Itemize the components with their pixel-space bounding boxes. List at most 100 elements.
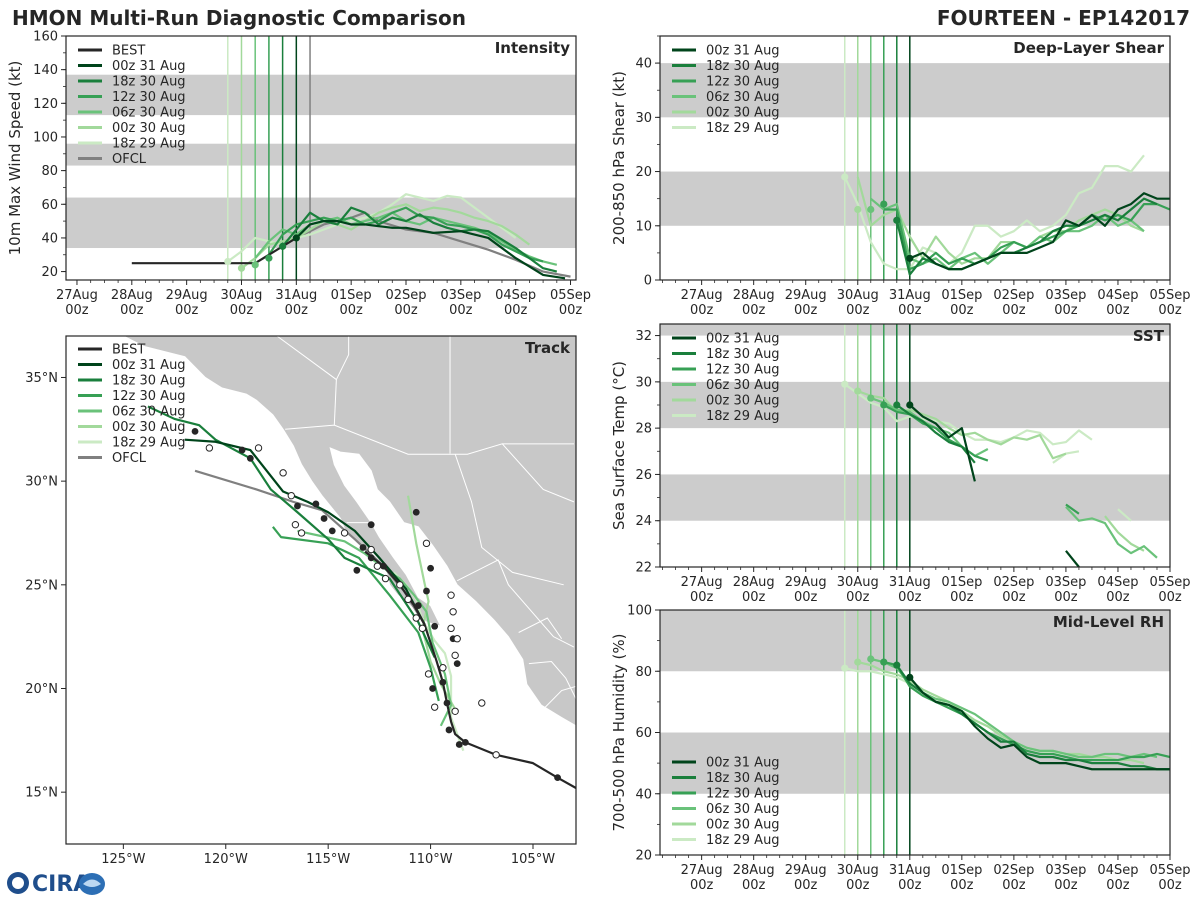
- sst-init-point-00z-30-aug: [854, 387, 862, 395]
- shear-xtick-label: 00z: [1002, 303, 1026, 318]
- track-position-filled: [414, 602, 422, 609]
- intensity-legend-label-18z-29-aug: 18z 29 Aug: [112, 137, 186, 152]
- shear-plot-area: [660, 36, 1170, 280]
- track-position-open: [453, 635, 461, 643]
- shear-ytick-label: 40: [635, 57, 652, 72]
- intensity-xtick-label: 27Aug: [56, 288, 98, 303]
- shear-xtick-label: 00z: [1054, 303, 1078, 318]
- intensity-xtick-label: 00z: [449, 303, 473, 318]
- sst-init-point-18z-29-aug: [841, 380, 849, 388]
- track-xtick-label: 115°W: [306, 852, 350, 867]
- rh-ylabel: 700-500 hPa Humidity (%): [610, 633, 628, 831]
- rh-ytick-label: 80: [635, 665, 652, 680]
- state-border: [454, 454, 564, 586]
- sst-xtick-label: 00z: [1054, 590, 1078, 605]
- rh-xtick-label: 29Aug: [785, 863, 827, 878]
- intensity-band: [66, 74, 576, 116]
- sst-series-18z-29-aug: [844, 383, 1093, 446]
- track-position-filled: [246, 454, 254, 462]
- sst-xtick-label: 02Sep: [993, 575, 1034, 590]
- rh-band: [660, 732, 1170, 794]
- shear-series-00z-30-aug: [856, 176, 1145, 265]
- track-position-open: [287, 491, 296, 500]
- shear-init-point-06z-30-aug: [867, 205, 875, 214]
- shear-legend-label-06z-30-aug: 06z 30 Aug: [706, 90, 780, 105]
- rh-xtick-label: 00z: [898, 878, 922, 893]
- intensity-xtick-label: 00z: [230, 303, 254, 318]
- rh-legend-label-18z-29-aug: 18z 29 Aug: [706, 833, 780, 848]
- shear-ytick-label: 10: [635, 219, 652, 234]
- track-position-open: [430, 703, 439, 711]
- shear-xtick-label: 00z: [898, 303, 922, 318]
- intensity-series-18z-30-aug: [281, 206, 558, 273]
- shear-xtick-label: 00z: [742, 303, 766, 318]
- sst-series-00z-31-aug: [1065, 550, 1080, 567]
- track-ytick-label: 35°N: [25, 371, 58, 386]
- sst-init-point-12z-30-aug: [880, 401, 888, 409]
- shear-init-point-12z-30-aug: [880, 200, 888, 208]
- track-position-open: [449, 608, 457, 616]
- track-position-filled: [429, 685, 437, 692]
- intensity-ytick-label: 60: [41, 198, 58, 213]
- rh-band: [660, 610, 1170, 672]
- sst-ylabel: Sea Surface Temp (°C): [610, 361, 628, 530]
- sst-series-18z-29-aug: [1117, 508, 1132, 522]
- track-legend-label-12z-30-aug: 12z 30 Aug: [112, 389, 186, 404]
- intensity-legend-label-ofcl: OFCL: [112, 152, 147, 167]
- track-plot-area: [123, 336, 576, 789]
- intensity-xtick-label: 00z: [394, 303, 418, 318]
- track-legend-label-18z-29-aug: 18z 29 Aug: [112, 436, 186, 451]
- track-position-filled: [439, 678, 447, 686]
- track-position-filled: [294, 502, 301, 510]
- rh-xtick-label: 00z: [1158, 878, 1182, 893]
- track-position-filled: [320, 515, 328, 522]
- rh-xtick-label: 30Aug: [837, 863, 879, 878]
- intensity-series-12z-30-aug: [267, 206, 544, 263]
- sst-xtick-label: 00z: [846, 590, 870, 605]
- intensity-xtick-label: 30Aug: [221, 288, 263, 303]
- rh-xtick-label: 03Sep: [1045, 863, 1086, 878]
- track-xtick-label: 105°W: [511, 852, 555, 867]
- track-position-filled: [312, 500, 320, 508]
- sst-band: [660, 474, 1170, 521]
- intensity-xtick-label: 02Sep: [385, 288, 426, 303]
- state-border: [456, 559, 575, 648]
- rh-xtick-label: 28Aug: [733, 863, 775, 878]
- figure-title: HMON Multi-Run Diagnostic Comparison: [12, 6, 466, 30]
- track-ytick-label: 25°N: [25, 578, 58, 593]
- intensity-legend-label-00z-30-aug: 00z 30 Aug: [112, 121, 186, 136]
- sst-xtick-label: 29Aug: [785, 575, 827, 590]
- rh-xtick-label: 01Sep: [941, 863, 982, 878]
- rh-xtick-label: 05Sep: [1149, 863, 1190, 878]
- track-position-open: [396, 581, 404, 589]
- track-position-filled: [443, 699, 451, 707]
- intensity-xtick-label: 00z: [559, 303, 583, 318]
- sst-xtick-label: 00z: [898, 590, 922, 605]
- rh-xtick-label: 00z: [742, 878, 766, 893]
- track-legend-label-ofcl: OFCL: [112, 451, 147, 466]
- track-panel-title: Track: [525, 339, 571, 357]
- sst-xtick-label: 00z: [950, 590, 974, 605]
- track-position-filled: [367, 521, 375, 529]
- sst-legend-label-12z-30-aug: 12z 30 Aug: [706, 363, 780, 378]
- state-border: [335, 336, 350, 380]
- sst-ytick-label: 30: [635, 375, 652, 390]
- track-legend-label-00z-30-aug: 00z 30 Aug: [112, 420, 186, 435]
- intensity-xtick-label: 04Sep: [495, 288, 536, 303]
- rh-xtick-label: 00z: [690, 878, 714, 893]
- track-position-open: [492, 751, 500, 759]
- rh-xtick-label: 27Aug: [681, 863, 723, 878]
- sst-xtick-label: 00z: [794, 590, 818, 605]
- intensity-legend-label-00z-31-aug: 00z 31 Aug: [112, 59, 186, 74]
- track-position-open: [439, 664, 447, 672]
- shear-series-18z-29-aug: [843, 154, 1145, 271]
- track-position-open: [373, 562, 382, 570]
- intensity-xtick-label: 00z: [285, 303, 309, 318]
- intensity-panel-title: Intensity: [495, 39, 571, 57]
- track-position-filled: [367, 554, 375, 562]
- intensity-xtick-label: 28Aug: [111, 288, 153, 303]
- track-position-open: [422, 539, 431, 548]
- state-border: [528, 661, 576, 700]
- track-position-filled: [431, 622, 439, 630]
- intensity-xtick-label: 05Sep: [550, 288, 591, 303]
